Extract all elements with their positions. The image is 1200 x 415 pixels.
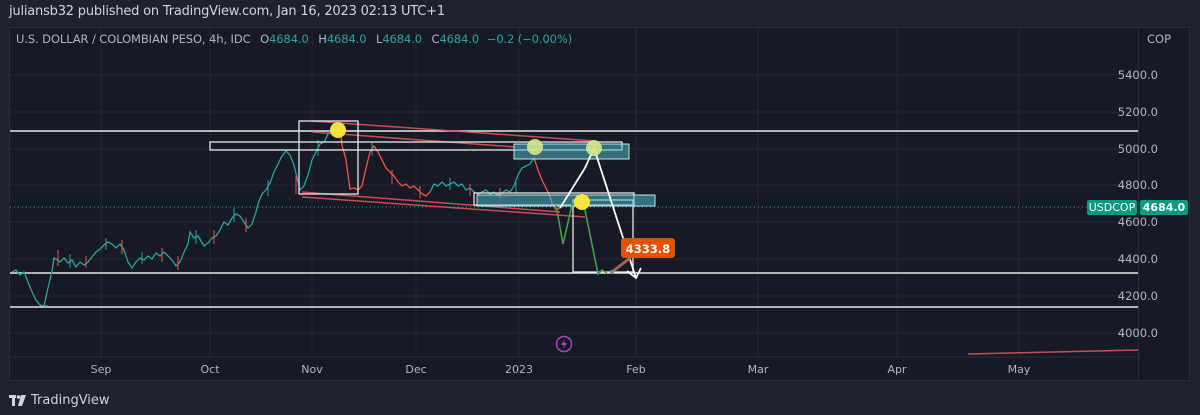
price-tick: 4400.0 (1117, 252, 1158, 266)
price-series (11, 127, 561, 307)
horizontal-levels (10, 130, 1138, 308)
price-axis-divider (1138, 27, 1139, 381)
candle-ticks (57, 140, 517, 270)
currency-label: COP (1147, 32, 1172, 46)
time-tick: Oct (200, 363, 220, 376)
time-tick: Mar (747, 363, 769, 376)
lightning-event-icon[interactable] (555, 335, 573, 353)
price-tick: 4800.0 (1117, 178, 1158, 192)
tradingview-logo[interactable]: TradingView (9, 393, 110, 408)
price-tick: 5000.0 (1117, 142, 1158, 156)
time-tick: Apr (887, 363, 907, 376)
high-value: 4684.0 (326, 32, 367, 46)
tradingview-logo-icon (9, 394, 26, 406)
publish-info: juliansb32 published on TradingView.com,… (9, 4, 445, 19)
price-tick: 5400.0 (1117, 68, 1158, 82)
price-tick: 4000.0 (1117, 326, 1158, 340)
symbol-badge: USDCOP (1087, 200, 1137, 215)
price-tick: 4600.0 (1117, 215, 1158, 229)
symbol-description: U.S. DOLLAR / COLOMBIAN PESO, 4h, IDC (16, 32, 251, 46)
brand-name: TradingView (31, 393, 110, 408)
time-tick: 2023 (505, 363, 533, 376)
channel-lines (301, 120, 1139, 355)
time-tick: Nov (301, 363, 323, 376)
low-value: 4684.0 (382, 32, 422, 46)
highlight-markers (330, 122, 602, 210)
close-value: 4684.0 (439, 32, 480, 46)
time-tick: May (1007, 363, 1031, 376)
time-tick: Sep (90, 363, 112, 376)
supply-demand-zones (476, 143, 656, 207)
price-tick: 4200.0 (1117, 289, 1158, 303)
last-price-badge: 4684.0 (1140, 200, 1188, 215)
time-tick: Feb (626, 363, 646, 376)
symbol-legend: U.S. DOLLAR / COLOMBIAN PESO, 4h, IDC O4… (16, 32, 573, 46)
projection-path (559, 145, 642, 280)
open-value: 4684.0 (269, 32, 309, 46)
target-price-callout: 4333.8 (621, 238, 675, 258)
price-tick: 5200.0 (1117, 105, 1158, 119)
change-value: −0.2 (−0.00%) (486, 32, 573, 46)
time-tick: Dec (405, 363, 427, 376)
green-projection (555, 198, 608, 276)
